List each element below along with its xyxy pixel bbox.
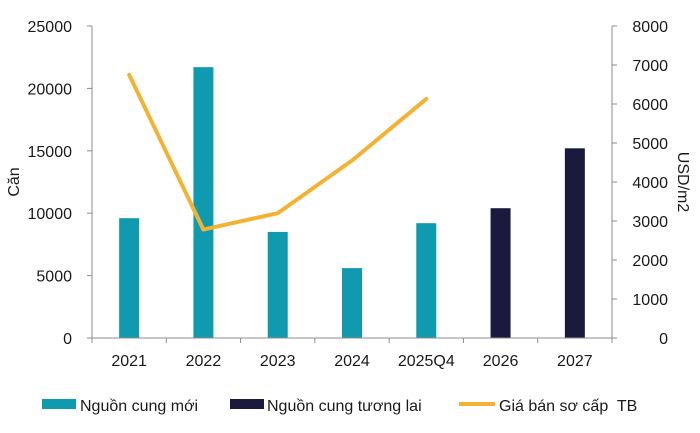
- y-axis-title: Căn: [6, 167, 23, 196]
- bar-new-supply-2022: [193, 67, 214, 339]
- legend-label-2: Giá bán sơ cấp TB: [499, 398, 637, 415]
- right-tick-label: 8000: [632, 19, 668, 36]
- bars-layer: [119, 67, 585, 339]
- right-tick-label: 1000: [632, 292, 668, 309]
- left-tick-label: 5000: [36, 269, 72, 286]
- right-tick-label: 0: [659, 331, 668, 348]
- axes-layer: 0 5000 10000 15000 20000 25000 0 1000 2000 3000 40…: [6, 19, 691, 370]
- y2-axis-title: USD/m2: [674, 152, 691, 213]
- right-tick-label: 2000: [632, 253, 668, 270]
- x-tick-label: 2022: [186, 353, 222, 370]
- left-tick-label: 15000: [28, 144, 73, 161]
- legend-swatch-1: [230, 399, 264, 409]
- bar-future-supply-2026: [490, 208, 511, 338]
- left-tick-label: 0: [63, 331, 72, 348]
- x-tick-label: 2023: [260, 353, 296, 370]
- right-tick-label: 4000: [632, 175, 668, 192]
- legend-label-0: Nguồn cung mới: [80, 398, 198, 415]
- price-line: [127, 72, 429, 232]
- x-tick-label: 2024: [334, 353, 370, 370]
- bar-future-supply-2027: [564, 148, 585, 338]
- legend: Nguồn cung mới Nguồn cung tương lai Giá bá…: [42, 398, 637, 415]
- right-tick-label: 3000: [632, 214, 668, 231]
- legend-swatch-0: [42, 399, 76, 409]
- line-layer: [127, 72, 429, 232]
- x-tick-label: 2026: [483, 353, 519, 370]
- bar-new-supply-2025Q4: [416, 223, 437, 338]
- left-tick-label: 25000: [28, 19, 73, 36]
- bar-new-supply-2021: [119, 218, 140, 338]
- right-tick-label: 6000: [632, 97, 668, 114]
- x-tick-label: 2027: [557, 353, 593, 370]
- legend-label-1: Nguồn cung tương lai: [267, 398, 422, 415]
- x-tick-label: 2021: [111, 353, 147, 370]
- left-tick-label: 10000: [28, 206, 73, 223]
- bar-new-supply-2023: [267, 231, 288, 338]
- bar-new-supply-2024: [342, 268, 362, 338]
- x-tick-label: 2025Q4: [398, 353, 455, 370]
- left-tick-label: 20000: [28, 81, 73, 98]
- right-tick-label: 5000: [632, 136, 668, 153]
- right-tick-label: 7000: [632, 58, 668, 75]
